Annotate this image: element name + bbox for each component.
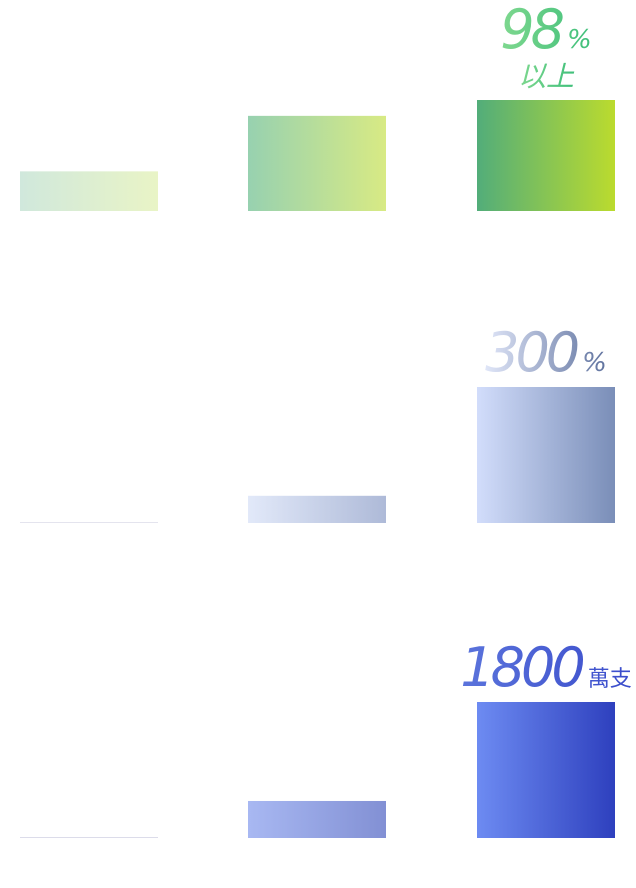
bar (248, 495, 386, 523)
bar (477, 100, 615, 211)
value-unit: % (582, 348, 607, 378)
value-label: 98% (500, 0, 591, 61)
value-number: 300 (485, 321, 578, 384)
value-number: 98 (500, 0, 563, 61)
value-unit: % (567, 25, 592, 55)
bar (248, 800, 386, 838)
value-unit: 萬支 (588, 667, 632, 692)
bar (477, 387, 615, 523)
value-number: 1800 (460, 636, 583, 699)
bar (20, 171, 158, 211)
bar (477, 702, 615, 838)
value-note: 以上 (518, 60, 575, 93)
value-label: 1800 萬支 (460, 636, 631, 699)
bar (248, 115, 386, 211)
value-label: 300% (485, 321, 607, 384)
